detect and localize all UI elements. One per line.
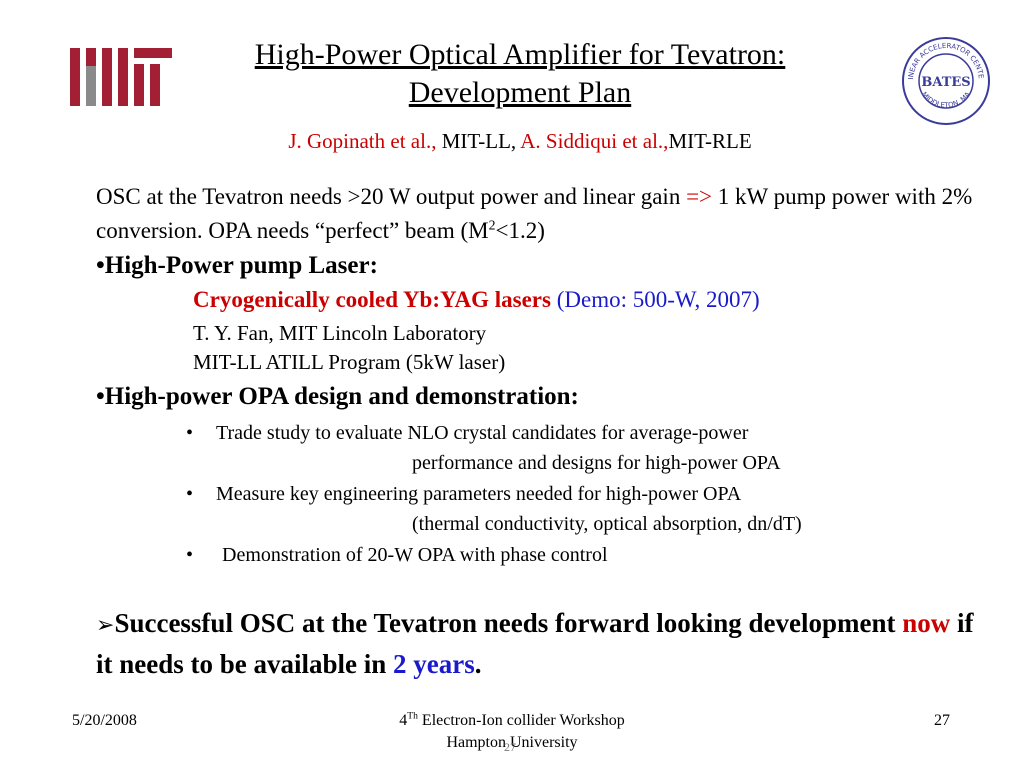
title-line-1: High-Power Optical Amplifier for Tevatro… [254,38,786,71]
page-number: 27 [934,712,950,729]
bates-seal-logo: LINEAR ACCELERATOR CENTER MIDDLETON, MA … [901,36,990,125]
org-mit-rle: MIT-RLE [668,129,752,153]
footer-date: 5/20/2008 [72,712,137,729]
arrow-bullet-icon: ➢ [96,613,115,638]
conclusion: ➢Successful OSC at the Tevatron needs fo… [96,604,996,683]
fan-line: T. Y. Fan, MIT Lincoln Laboratory [193,321,487,345]
author-siddiqui: A. Siddiqui et al., [520,129,669,153]
implies-arrow: => [686,184,713,209]
cryo-laser-text: Cryogenically cooled Yb:YAG lasers [193,287,551,312]
sub-bullet-trade-study-cont: performance and designs for high-power O… [412,452,781,474]
ghost-page-number: 27 [504,740,516,754]
event-name: Electron-Ion collider Workshop [421,712,625,729]
demo-text: (Demo: 500-W, 2007) [556,287,760,312]
atill-line: MIT-LL ATILL Program (5kW laser) [193,350,506,374]
sub-bullet-measure-cont: (thermal conductivity, optical absorptio… [412,513,802,535]
sub-bullet-dot: • [186,422,194,444]
conclusion-years: 2 years [393,649,475,679]
bullet-opa-design: •High-power OPA design and demonstration… [96,383,579,410]
sub-bullet-dot: • [186,483,194,505]
sub-bullet-dot: • [186,544,194,566]
event-ordinal: Th [407,710,418,722]
conclusion-now: now [902,608,951,638]
superscript-2: 2 [488,217,496,233]
svg-text:BATES: BATES [921,75,970,90]
authors-line: J. Gopinath et al., MIT-LL, A. Siddiqui … [180,128,860,154]
conclusion-period: . [474,649,482,679]
intro-paragraph: OSC at the Tevatron needs >20 W output p… [96,180,996,248]
slide-title: High-Power Optical Amplifier for Tevatro… [180,36,860,112]
conclusion-text-1: Successful OSC at the Tevatron needs for… [114,608,896,638]
cryo-laser-line: Cryogenically cooled Yb:YAG lasers (Demo… [193,285,760,315]
event-location: Hampton University [446,734,578,751]
event-number: 4 [399,712,408,729]
svg-text:MIDDLETON, MA: MIDDLETON, MA [920,90,972,109]
intro-text-2: 1 kW pump power with 2% conversion. OPA … [96,184,973,243]
org-mit-ll: MIT-LL, [441,129,517,153]
author-gopinath: J. Gopinath et al., [288,129,437,153]
title-line-2: Development Plan [408,76,632,109]
intro-text-3: <1.2) [495,218,545,243]
bullet-pump-laser: •High-Power pump Laser: [96,252,378,279]
conclusion-text-2: if it needs to be available in [96,608,974,679]
footer-event: 4Th Electron-Ion collider Workshop Hampt… [300,710,724,754]
mit-logo [70,48,172,106]
intro-text-1: OSC at the Tevatron needs >20 W output p… [96,184,681,209]
sub-bullet-trade-study: Trade study to evaluate NLO crystal cand… [216,422,749,444]
sub-bullet-demo: Demonstration of 20-W OPA with phase con… [222,544,608,566]
sub-bullet-measure: Measure key engineering parameters neede… [216,483,742,505]
